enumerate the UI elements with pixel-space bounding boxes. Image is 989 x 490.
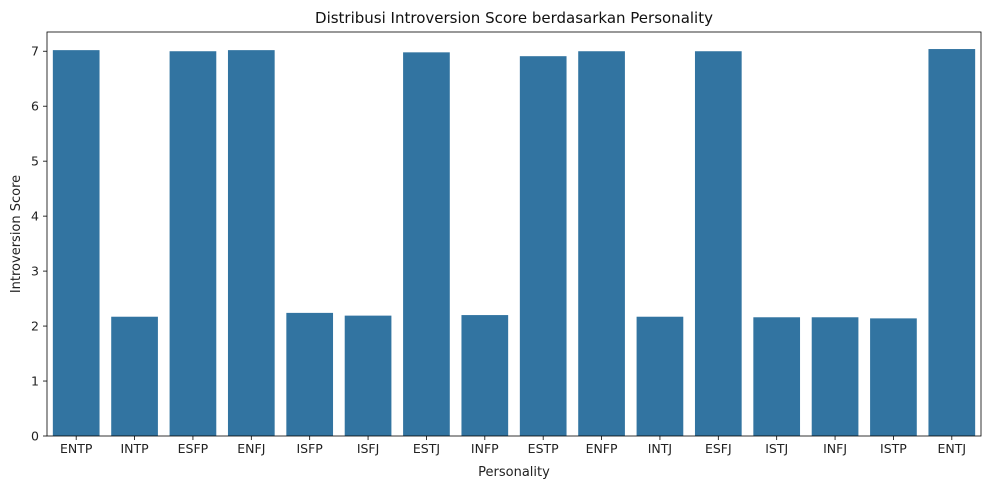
- bar-esfj: [694, 51, 742, 436]
- y-tick-label: 1: [31, 374, 39, 389]
- bar-intp: [111, 316, 158, 436]
- x-tick-label: ENFJ: [237, 441, 265, 456]
- bar-esfp: [169, 51, 217, 436]
- x-tick-label: ISTJ: [765, 441, 788, 456]
- x-tick-label: INFJ: [823, 441, 847, 456]
- x-tick-label: ISFP: [297, 441, 324, 456]
- x-axis-label: Personality: [478, 465, 550, 480]
- x-tick-label: INFP: [471, 441, 499, 456]
- bar-infp: [461, 315, 509, 436]
- bars-group: [52, 49, 976, 437]
- chart-title: Distribusi Introversion Score berdasarka…: [315, 9, 713, 27]
- y-axis-ticks: 0 1 2 3 4 5 6 7: [31, 44, 47, 444]
- y-tick-label: 6: [31, 99, 39, 114]
- x-tick-label: ESFP: [178, 441, 209, 456]
- bar-entp: [52, 50, 100, 437]
- bar-infj: [811, 317, 859, 436]
- x-tick-label: INTP: [120, 441, 149, 456]
- bar-enfj: [227, 50, 275, 437]
- x-tick-label: ISTP: [880, 441, 907, 456]
- bar-isfj: [344, 315, 392, 436]
- x-tick-label: ENTJ: [938, 441, 967, 456]
- y-tick-label: 3: [31, 264, 39, 279]
- bar-intj: [636, 316, 684, 436]
- y-tick-label: 4: [31, 209, 39, 224]
- bar-isfp: [286, 312, 334, 436]
- bar-estp: [519, 56, 567, 437]
- bar-istj: [753, 317, 801, 436]
- bar-istp: [870, 318, 917, 436]
- y-tick-label: 7: [31, 44, 39, 59]
- bar-estj: [403, 52, 450, 437]
- y-tick-label: 0: [31, 429, 39, 444]
- x-tick-label: ESFJ: [705, 441, 732, 456]
- x-tick-label: ENFP: [586, 441, 618, 456]
- x-axis-ticks: ENTP INTP ESFP ENFJ ISFP ISFJ ESTJ INFP ESTP ENFP…: [60, 436, 966, 456]
- x-tick-label: INTJ: [648, 441, 672, 456]
- y-tick-label: 2: [31, 319, 39, 334]
- y-axis-label: Introversion Score: [9, 175, 24, 293]
- x-tick-label: ENTP: [60, 441, 93, 456]
- y-tick-label: 5: [31, 154, 39, 169]
- x-tick-label: ISFJ: [357, 441, 380, 456]
- x-tick-label: ESTP: [528, 441, 559, 456]
- bar-enfp: [578, 51, 625, 436]
- x-tick-label: ESTJ: [413, 441, 440, 456]
- plot-frame: [46, 31, 982, 437]
- bar-entj: [928, 49, 976, 436]
